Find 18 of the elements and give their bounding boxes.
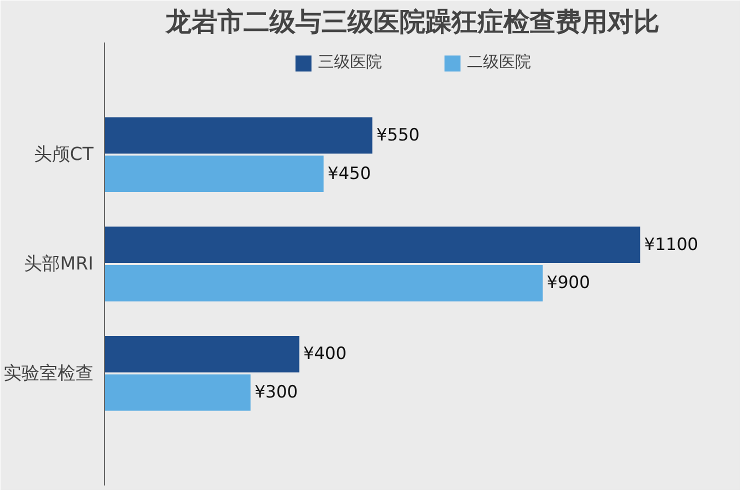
chart-title: 龙岩市二级与三级医院躁狂症检查费用对比 (164, 8, 660, 38)
legend-label: 二级医院 (467, 52, 531, 73)
data-label: ¥400 (303, 344, 347, 364)
bar (104, 226, 640, 264)
data-label: ¥450 (328, 164, 371, 184)
bar (104, 336, 300, 372)
bar (104, 374, 251, 411)
y-tick-label: 头部MRI (24, 254, 94, 274)
data-label: ¥550 (376, 125, 420, 146)
y-tick-label: 实验室检查 (4, 362, 94, 384)
bar (104, 156, 324, 192)
bar (104, 117, 372, 154)
data-label: ¥1100 (644, 234, 698, 255)
data-label: ¥900 (546, 273, 590, 294)
y-tick-label: 头颅CT (34, 144, 95, 166)
legend-label: 三级医院 (318, 52, 382, 73)
data-label: ¥300 (254, 382, 298, 403)
bar (104, 264, 543, 302)
